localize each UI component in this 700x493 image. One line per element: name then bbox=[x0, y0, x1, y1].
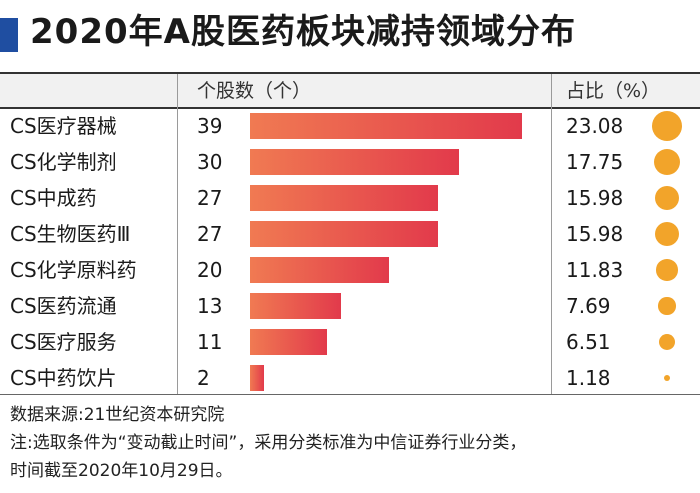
table-header-band bbox=[0, 74, 700, 108]
category-label: CS中药饮片 bbox=[10, 366, 117, 390]
count-bar bbox=[250, 257, 390, 283]
count-bar bbox=[250, 149, 460, 175]
share-dot bbox=[659, 334, 675, 350]
chart-row: CS医疗服务 11 6.51 bbox=[0, 324, 700, 360]
chart-row: CS中成药 27 15.98 bbox=[0, 180, 700, 216]
column-separator-left bbox=[177, 74, 178, 394]
date-note: 时间截至2020年10月29日。 bbox=[10, 461, 233, 481]
share-label: 6.51 bbox=[566, 330, 611, 354]
chart-row: CS医疗器械 39 23.08 bbox=[0, 108, 700, 144]
count-label: 27 bbox=[197, 222, 223, 246]
chart-row: CS医药流通 13 7.69 bbox=[0, 288, 700, 324]
count-bar bbox=[250, 293, 341, 319]
count-column-header: 个股数（个） bbox=[197, 80, 312, 102]
share-label: 17.75 bbox=[566, 150, 624, 174]
chart-row: CS生物医药Ⅲ 27 15.98 bbox=[0, 216, 700, 252]
share-dot bbox=[656, 259, 678, 281]
share-label: 15.98 bbox=[566, 222, 624, 246]
share-label: 1.18 bbox=[566, 366, 611, 390]
count-label: 13 bbox=[197, 294, 223, 318]
count-bar bbox=[250, 185, 439, 211]
chart-title: 2020年A股医药板块减持领域分布 bbox=[30, 12, 576, 52]
share-label: 23.08 bbox=[566, 114, 624, 138]
share-column-header: 占比（%） bbox=[566, 80, 661, 102]
category-label: CS医疗服务 bbox=[10, 330, 117, 354]
share-dot bbox=[658, 297, 676, 315]
count-label: 27 bbox=[197, 186, 223, 210]
share-dot bbox=[654, 221, 680, 247]
header-top-rule bbox=[0, 72, 700, 74]
share-dot bbox=[654, 185, 680, 211]
count-label: 20 bbox=[197, 258, 223, 282]
count-label: 11 bbox=[197, 330, 223, 354]
share-label: 7.69 bbox=[566, 294, 611, 318]
category-label: CS中成药 bbox=[10, 186, 97, 210]
count-bar bbox=[250, 113, 522, 139]
category-label: CS化学原料药 bbox=[10, 258, 137, 282]
category-label: CS医药流通 bbox=[10, 294, 117, 318]
column-separator-right bbox=[551, 74, 552, 394]
share-label: 15.98 bbox=[566, 186, 624, 210]
header-bottom-rule bbox=[0, 107, 700, 109]
share-label: 11.83 bbox=[566, 258, 624, 282]
count-bar bbox=[250, 221, 439, 247]
category-label: CS化学制剂 bbox=[10, 150, 117, 174]
chart-row: CS中药饮片 2 1.18 bbox=[0, 360, 700, 396]
count-label: 30 bbox=[197, 150, 223, 174]
title-accent-bar bbox=[0, 18, 18, 52]
category-label: CS生物医药Ⅲ bbox=[10, 222, 131, 246]
chart-row: CS化学制剂 30 17.75 bbox=[0, 144, 700, 180]
method-note: 注:选取条件为“变动截止时间”，采用分类标准为中信证券行业分类， bbox=[10, 433, 527, 453]
count-bar bbox=[250, 329, 327, 355]
share-dot bbox=[653, 148, 681, 176]
bottom-rule bbox=[0, 394, 700, 395]
share-dot bbox=[652, 111, 682, 141]
share-dot bbox=[663, 374, 671, 382]
count-bar bbox=[250, 365, 264, 391]
source-note: 数据来源:21世纪资本研究院 bbox=[10, 405, 225, 425]
chart-row: CS化学原料药 20 11.83 bbox=[0, 252, 700, 288]
category-label: CS医疗器械 bbox=[10, 114, 117, 138]
count-label: 39 bbox=[197, 114, 223, 138]
count-label: 2 bbox=[197, 366, 210, 390]
